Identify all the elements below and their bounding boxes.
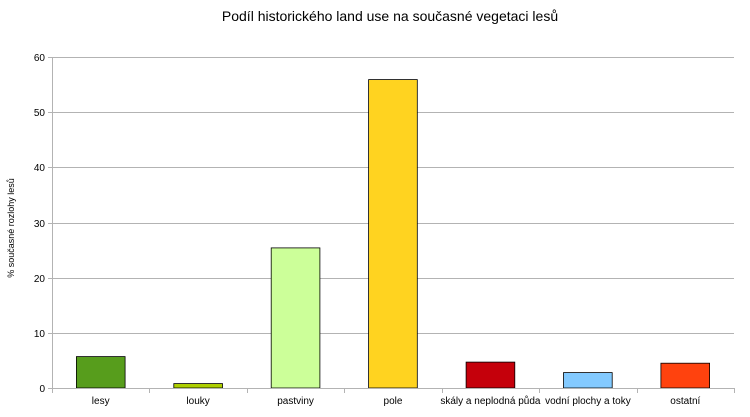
x-tick-label: lesy xyxy=(92,396,110,407)
bar xyxy=(76,356,126,389)
bar xyxy=(368,79,418,389)
x-tick-label: vodní plochy a toky xyxy=(545,396,631,407)
x-tick-labels: lesy louky pastviny pole skály a neplodná pů… xyxy=(52,388,735,407)
y-tick-label: 60 xyxy=(34,53,46,64)
y-tick-label: 40 xyxy=(34,163,46,174)
y-tick-label: 20 xyxy=(34,274,46,285)
y-tick-label: 30 xyxy=(34,219,46,230)
y-tick-label: 0 xyxy=(39,384,45,395)
x-tick-label: pastviny xyxy=(277,396,314,407)
bar xyxy=(563,372,613,389)
bar xyxy=(270,247,321,389)
y-axis-label: % současné rozlohy lesů xyxy=(6,178,16,278)
y-tick-label: 50 xyxy=(34,108,46,119)
y-tick-label: 10 xyxy=(34,329,46,340)
axes xyxy=(52,57,734,389)
bar xyxy=(173,383,223,389)
bar xyxy=(660,362,711,389)
x-tick-label: ostatní xyxy=(670,396,700,407)
x-tick-label: skály a neplodná půda xyxy=(440,395,541,407)
y-tick-labels: 0 10 20 30 40 50 60 xyxy=(34,53,52,395)
x-tick-label: louky xyxy=(186,396,209,407)
bars xyxy=(76,79,711,389)
bar xyxy=(465,361,516,389)
x-tick-label: pole xyxy=(384,396,403,407)
chart-title: Podíl historického land use na současné … xyxy=(222,8,558,24)
